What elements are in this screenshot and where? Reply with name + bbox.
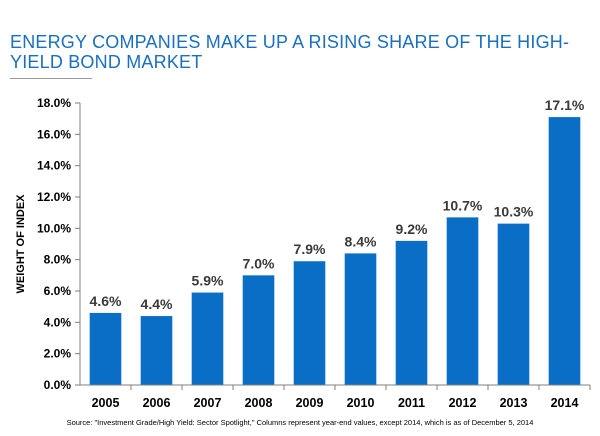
data-label-2012: 10.7%: [443, 197, 483, 213]
data-label-2008: 7.0%: [243, 255, 275, 271]
x-tick-label-2013: 2013: [500, 396, 528, 410]
bar-2012: [446, 217, 479, 385]
data-label-2005: 4.6%: [90, 293, 122, 309]
chart-title: ENERGY COMPANIES MAKE UP A RISING SHARE …: [10, 32, 570, 72]
bar-2010: [344, 253, 377, 385]
data-label-2010: 8.4%: [345, 233, 377, 249]
x-tick-label-2009: 2009: [296, 396, 324, 410]
x-tick-label-2011: 2011: [398, 396, 425, 410]
source-note: Source: "Investment Grade/High Yield: Se…: [66, 418, 534, 427]
bar-2011: [395, 240, 428, 385]
data-label-2009: 7.9%: [294, 241, 326, 257]
y-tick-label: 0.0%: [44, 378, 72, 392]
bar-2008: [242, 275, 275, 385]
y-tick-label: 16.0%: [37, 127, 71, 141]
x-tick-label-2010: 2010: [347, 396, 375, 410]
y-tick-label: 8.0%: [44, 253, 72, 267]
y-tick-label: 12.0%: [37, 190, 71, 204]
y-tick-label: 14.0%: [37, 159, 71, 173]
y-tick-label: 6.0%: [44, 284, 72, 298]
y-tick-label: 2.0%: [44, 347, 72, 361]
bar-2014: [548, 117, 581, 385]
y-tick-label: 10.0%: [37, 221, 71, 235]
bar-2006: [140, 316, 173, 385]
title-underline: [10, 78, 92, 79]
x-axis: 2005 2006 2007 2008 2009 2010 2011 2012 2013 2014: [80, 384, 591, 410]
bar-2007: [191, 292, 224, 385]
data-label-2007: 5.9%: [192, 273, 224, 289]
data-label-2014: 17.1%: [545, 97, 585, 113]
y-tick-label: 18.0%: [37, 96, 71, 110]
bar-2013: [497, 223, 530, 385]
data-label-2006: 4.4%: [141, 296, 173, 312]
bars: 4.6% 4.4% 5.9% 7.0% 7.9% 8.4% 9.2% 10.7% 10.3% 17…: [90, 97, 585, 385]
x-tick-label-2006: 2006: [143, 396, 171, 410]
data-label-2011: 9.2%: [396, 221, 428, 237]
bar-2009: [293, 261, 326, 385]
y-axis: 0.0% 2.0% 4.0% 6.0% 8.0% 10.0% 12.0% 14.0% 16.0%…: [37, 96, 81, 392]
x-tick-label-2012: 2012: [449, 396, 477, 410]
x-tick-label-2014: 2014: [551, 396, 579, 410]
data-label-2013: 10.3%: [494, 204, 534, 220]
y-tick-label: 4.0%: [44, 315, 72, 329]
bar-2005: [89, 312, 122, 385]
x-tick-label-2005: 2005: [92, 396, 120, 410]
y-axis-title: WEIGHT OF INDEX: [15, 194, 27, 294]
x-tick-label-2007: 2007: [194, 396, 222, 410]
x-tick-label-2008: 2008: [245, 396, 273, 410]
